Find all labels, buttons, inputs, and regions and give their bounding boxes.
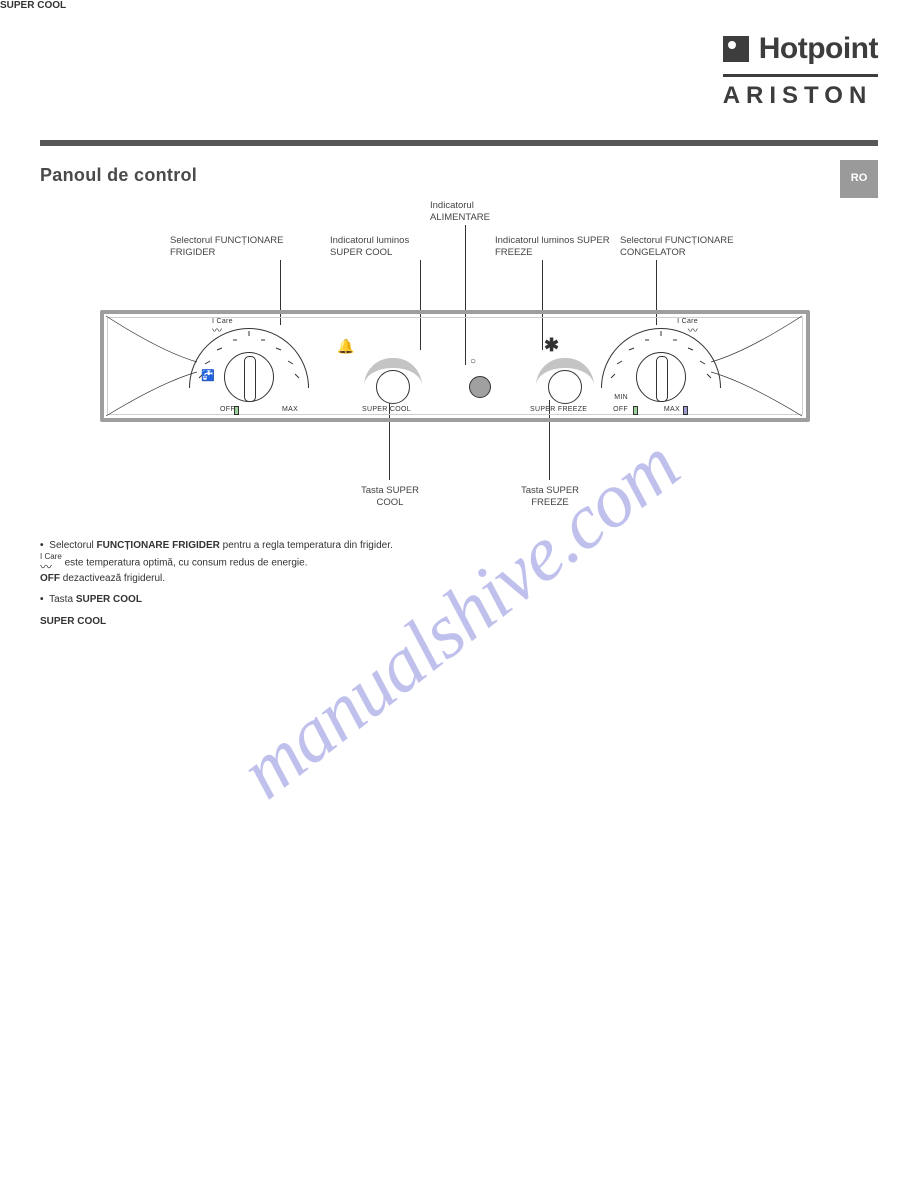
callout-fridge-knob: Selectorul FUNCȚIONARE FRIGIDER [170,235,310,260]
icare-icon-left: I Care〰 [40,553,62,573]
e2-label: Tasta [49,594,73,605]
e1-off-text: dezactivează frigiderul. [63,573,165,584]
power-circle-icon: ○ [470,356,476,369]
entry-supercool-btn: • Tasta SUPER COOL [40,594,435,607]
power-led [469,376,491,398]
label-off-right: OFF [613,406,628,415]
callout-superfreeze-btn-text: Tasta SUPER FREEZE [521,485,579,508]
right-max-led [683,406,688,415]
section-title: Panoul de control [40,164,197,187]
language-tab: RO [840,160,878,198]
e1-icare-line: este temperatura optimă, cu consum redus… [65,557,308,568]
label-superfreeze: SUPER FREEZE [530,406,587,415]
freezer-knob [636,352,686,402]
brand-hotpoint-text: Hotpoint [759,30,878,68]
label-max-left: MAX [282,406,298,415]
brand-ariston-text: ARISTON [723,81,878,111]
bullet-icon: • [40,594,44,605]
callout-supercool-led-text: Indicatorul luminos SUPER COOL [330,235,409,258]
e2-strong: SUPER COOL [76,594,142,605]
callout-superfreeze-led-text: Indicatorul luminos SUPER FREEZE [495,235,610,258]
e1-off: OFF [40,573,60,584]
callout-superfreeze-led: Indicatorul luminos SUPER FREEZE [495,235,615,260]
body-column-left: • Selectorul FUNCȚIONARE FRIGIDER pentru… [40,540,435,628]
brand-top-row: Hotpoint [723,30,878,68]
label-min-right: MIN [614,394,628,403]
e2-strong: SUPER COOL [0,0,66,11]
callout-power-led-text: Indicatorul ALIMENTARE [430,200,490,223]
callout-freezer-knob-text: Selectorul FUNCȚIONARE CONGELATOR [620,235,734,258]
brand-divider [723,74,878,77]
entry-fridge-knob: • Selectorul FUNCȚIONARE FRIGIDER pentru… [40,540,435,585]
control-panel-diagram: I Care I Care 〰 〰 [100,310,810,422]
e1-strong: FUNCȚIONARE FRIGIDER [97,540,220,551]
brand-logo-square [723,36,749,62]
callout-supercool-btn-text: Tasta SUPER COOL [361,485,419,508]
e1-text: pentru a regla temperatura din frigider. [223,540,393,551]
header-rule [40,140,878,146]
label-off-left: OFF [220,406,235,415]
label-supercool: SUPER COOL [362,406,411,415]
superfreeze-button [548,370,582,404]
snowflake-icon: ✱ [544,334,559,357]
label-max-right: MAX [664,406,680,415]
faucet-icon: 🚰 [201,370,215,384]
callout-power-led: Indicatorul ALIMENTARE [430,200,510,225]
brand-block: Hotpoint ARISTON [723,30,878,111]
e2-strong: SUPER COOL [40,616,106,627]
callout-supercool-btn: Tasta SUPER COOL [355,485,425,510]
bullet-icon: • [40,540,44,551]
callout-fridge-knob-text: Selectorul FUNCȚIONARE FRIGIDER [170,235,284,258]
callout-freezer-knob: Selectorul FUNCȚIONARE CONGELATOR [620,235,770,260]
supercool-button [376,370,410,404]
supercool-bell-icon: 🔔 [337,338,355,356]
fridge-knob [224,352,274,402]
callout-superfreeze-btn: Tasta SUPER FREEZE [515,485,585,510]
e1-label: Selectorul [49,540,93,551]
callout-supercool-led: Indicatorul luminos SUPER COOL [330,235,440,260]
right-off-led [633,406,638,415]
